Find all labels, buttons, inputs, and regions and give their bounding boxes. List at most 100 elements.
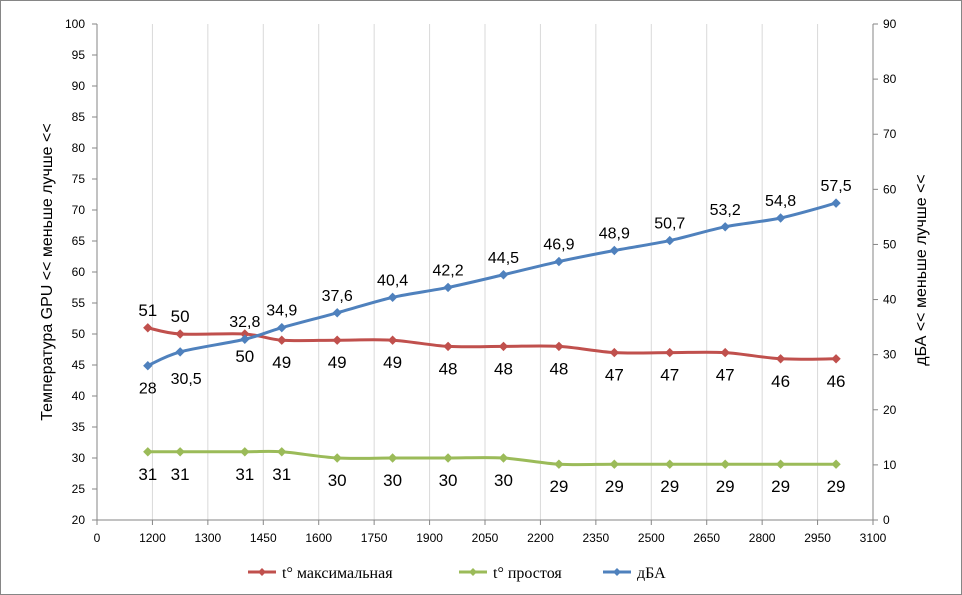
x-tick-label: 0 — [94, 531, 101, 545]
series-2-point — [332, 308, 342, 318]
series-2-point — [665, 235, 675, 246]
series-line-1 — [147, 449, 837, 467]
series-1-point — [277, 447, 287, 457]
x-tick-label: 1600 — [305, 531, 332, 545]
y-left-tick-label: 30 — [72, 451, 86, 465]
y-right-tick-label: 10 — [883, 458, 897, 472]
series-1-data-label: 31 — [235, 465, 254, 484]
series-1-data-label: 29 — [716, 477, 735, 496]
series-2-point — [498, 270, 509, 280]
series-1-data-label: 29 — [827, 477, 846, 496]
x-tick-label: 2500 — [638, 531, 665, 545]
series-line-2 — [147, 201, 837, 368]
y-left-tick-label: 55 — [72, 296, 86, 310]
series-2-point — [831, 198, 841, 208]
series-2-data-label: 53,2 — [710, 202, 741, 219]
series-1-data-label: 31 — [171, 465, 190, 484]
series-0-data-label: 50 — [235, 347, 254, 366]
series-0-data-label: 48 — [549, 359, 568, 378]
series-1-point — [387, 453, 398, 463]
series-0-data-label: 47 — [716, 366, 735, 385]
series-0-data-label: 46 — [771, 372, 790, 391]
series-1-data-label: 30 — [383, 471, 402, 490]
series-2-data-label: 57,5 — [820, 178, 851, 195]
series-0-point — [609, 347, 620, 358]
series-1-point — [332, 453, 342, 463]
x-tick-label: 3100 — [860, 531, 887, 545]
series-0-point — [554, 341, 564, 352]
series-0-data-label: 47 — [605, 366, 624, 385]
series-2-point — [143, 360, 153, 371]
y-right-tick-label: 80 — [883, 72, 897, 86]
series-0-point — [831, 354, 841, 364]
series-0-point — [175, 329, 185, 339]
legend-marker-2 — [613, 568, 621, 576]
series-1-point — [554, 459, 564, 469]
legend-label-0: t° максимальная — [282, 565, 393, 582]
series-1-data-label: 31 — [138, 465, 157, 484]
series-1-data-label: 30 — [494, 471, 513, 490]
series-1-data-label: 29 — [660, 477, 679, 496]
series-2-data-label: 32,8 — [229, 314, 260, 331]
series-2-point — [240, 334, 250, 344]
legend-marker-0 — [258, 568, 266, 576]
series-2-data-label: 37,6 — [322, 288, 353, 305]
y-left-tick-label: 50 — [72, 327, 86, 341]
legend-label-1: t° простоя — [493, 565, 562, 582]
series-0-point — [443, 341, 453, 352]
y-left-tick-label: 60 — [72, 265, 86, 279]
y-right-tick-label: 90 — [883, 17, 897, 31]
series-1-point — [498, 453, 509, 463]
y-left-tick-label: 85 — [72, 110, 86, 124]
y-left-tick-label: 35 — [72, 420, 86, 434]
series-0-data-label: 48 — [439, 359, 458, 378]
y-left-tick-label: 40 — [72, 389, 86, 403]
series-2-data-label: 34,9 — [266, 303, 297, 320]
series-1-point — [665, 459, 675, 469]
series-2-data-label: 46,9 — [543, 237, 574, 254]
y-left-tick-label: 80 — [72, 141, 86, 155]
y-axis-left-title: Температура GPU << меньше лучше << — [39, 123, 56, 420]
series-1-point — [240, 447, 250, 457]
y-left-tick-label: 65 — [72, 234, 86, 248]
left-y-tick-labels: 20 25 30 35 40 45 50 55 60 65 70 75 80 85 90 95 100 — [65, 17, 85, 527]
series-2-data-label: 30,5 — [171, 371, 202, 388]
legend-label-2: дБА — [637, 565, 666, 582]
x-tick-label: 2950 — [804, 531, 831, 545]
axes — [92, 23, 878, 525]
series-1-data-label: 29 — [605, 477, 624, 496]
y-left-tick-label: 45 — [72, 358, 86, 372]
series-2-point — [554, 256, 564, 267]
series-2-point — [609, 245, 620, 256]
y-left-tick-label: 25 — [72, 482, 86, 496]
series-0-data-label: 48 — [494, 359, 513, 378]
y-right-tick-label: 0 — [883, 513, 890, 527]
series-0-data-label: 49 — [272, 353, 291, 372]
y-right-tick-label: 50 — [883, 237, 897, 251]
y-left-tick-label: 75 — [72, 172, 86, 186]
series-2-data-label: 44,5 — [488, 250, 519, 267]
series-2-point — [175, 347, 185, 357]
x-tick-labels: 0 1200 1300 1450 1600 1750 1900 2050 2200 2350 250… — [94, 531, 887, 545]
y-right-tick-label: 30 — [883, 348, 897, 362]
y-right-tick-label: 40 — [883, 293, 897, 307]
series-2-point — [443, 282, 453, 293]
series-0-point — [277, 335, 287, 345]
y-right-tick-label: 60 — [883, 182, 897, 196]
series-1-point — [831, 459, 841, 469]
series-0-point — [143, 323, 153, 333]
x-tick-label: 2650 — [693, 531, 720, 545]
x-tick-label: 2350 — [583, 531, 610, 545]
series-1-point — [143, 447, 153, 457]
series-2-point — [720, 222, 730, 232]
y-left-tick-label: 95 — [72, 48, 86, 62]
x-tick-label: 1200 — [139, 531, 166, 545]
series-1-data-label: 29 — [549, 477, 568, 496]
series-1-data-label: 29 — [771, 477, 790, 496]
series-0-point — [775, 354, 786, 364]
series-1-point — [609, 459, 620, 469]
y-left-tick-label: 100 — [65, 17, 85, 31]
y-right-tick-label: 20 — [883, 403, 897, 417]
series-2-point — [277, 322, 287, 333]
